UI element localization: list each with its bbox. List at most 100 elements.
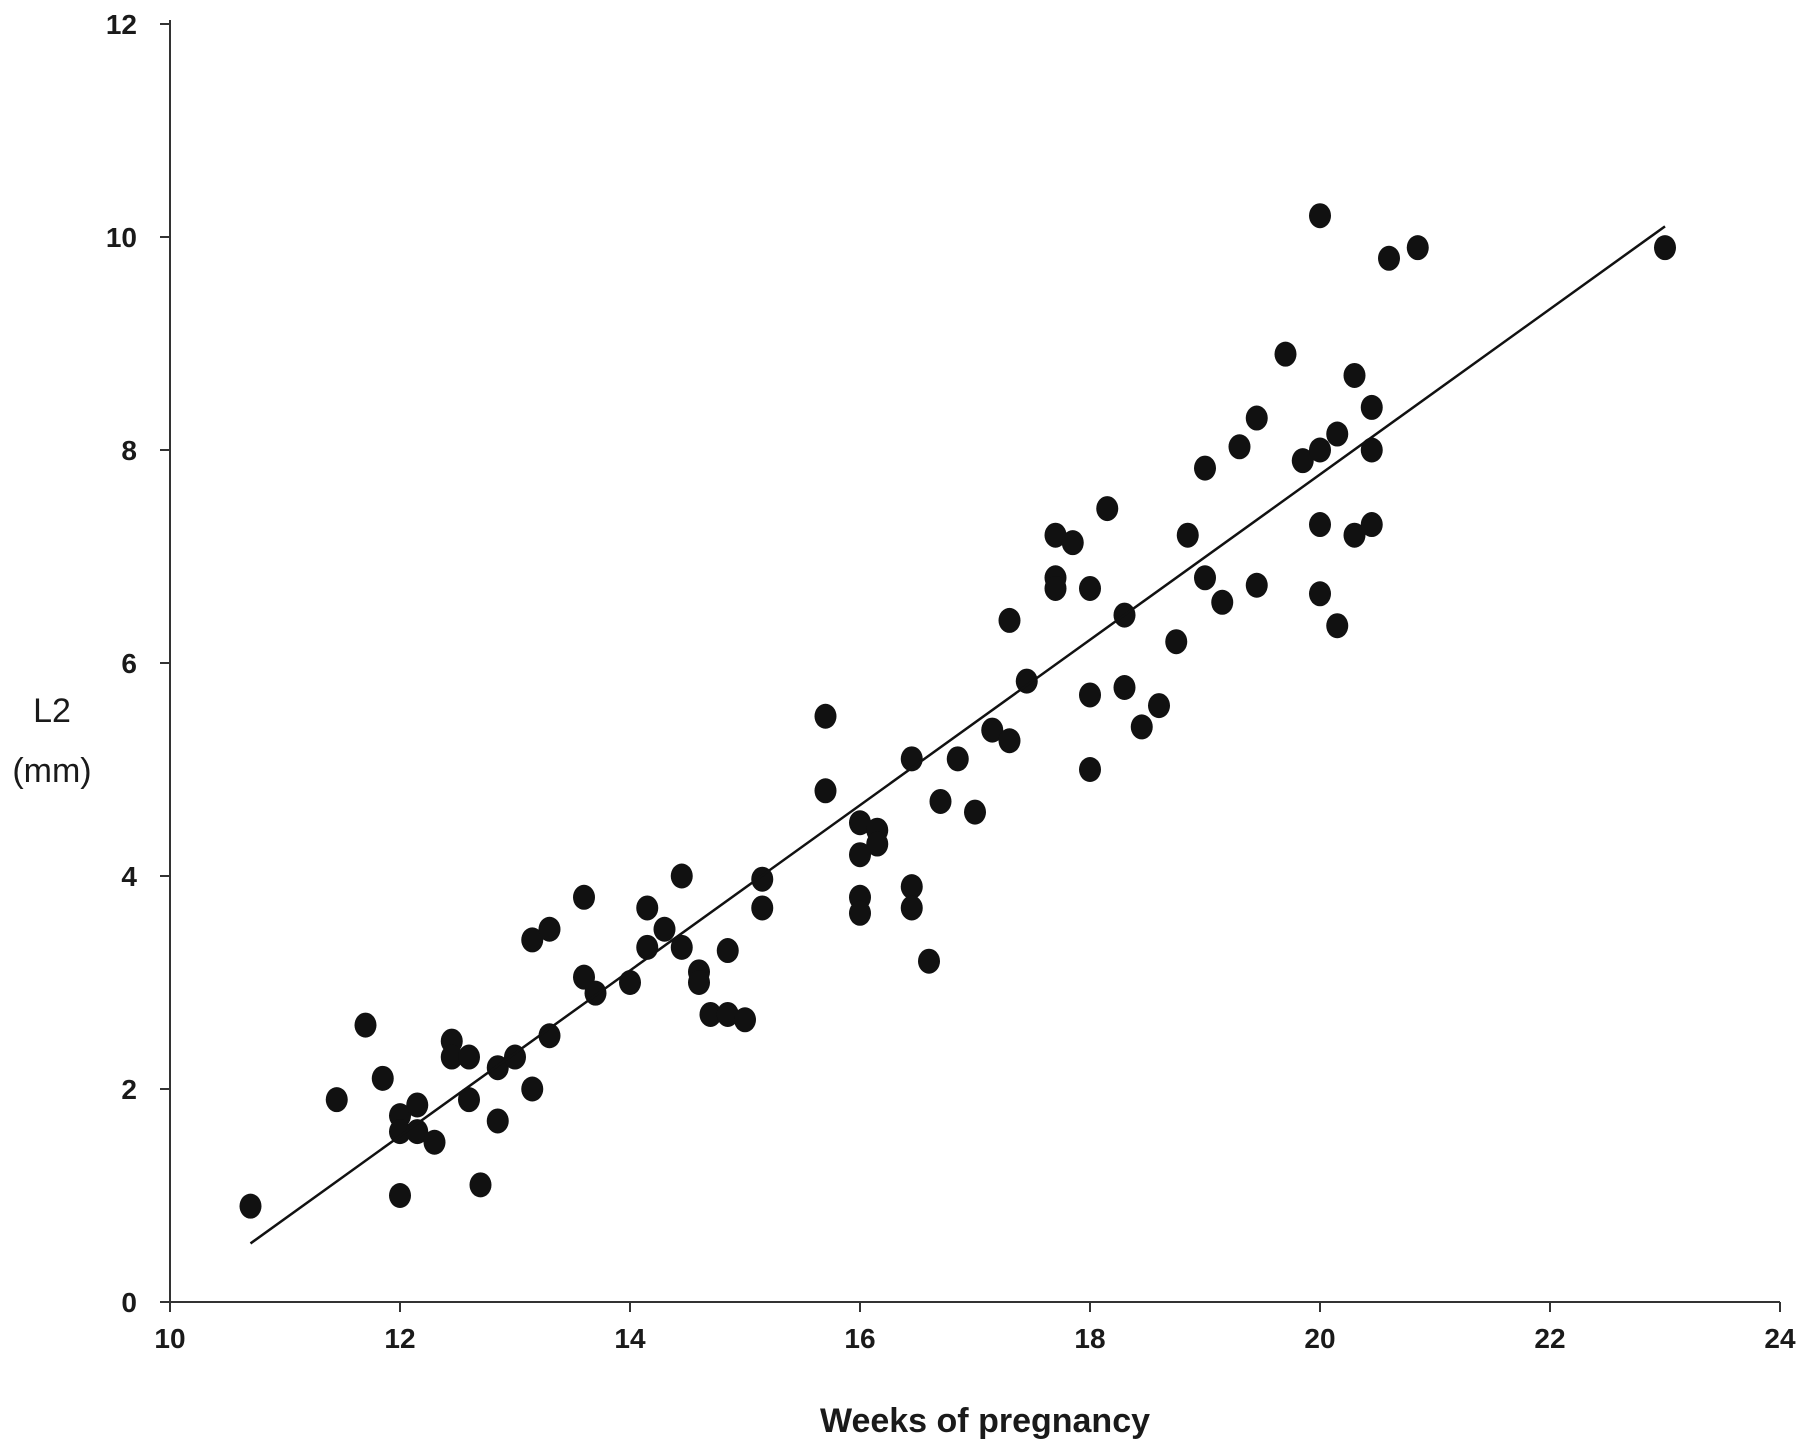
data-point <box>1309 512 1331 538</box>
y-tick-label: 10 <box>106 222 137 253</box>
data-point <box>423 1129 446 1155</box>
data-point <box>849 900 871 926</box>
data-point <box>1378 245 1400 271</box>
data-point <box>1245 405 1268 431</box>
data-point <box>458 1087 480 1113</box>
data-point <box>1079 575 1101 601</box>
data-point <box>814 778 837 804</box>
data-point <box>688 970 710 995</box>
data-point <box>849 810 871 836</box>
data-point <box>998 728 1021 754</box>
axes <box>160 20 1781 1312</box>
data-point <box>1113 674 1136 700</box>
x-tick-label: 18 <box>1074 1323 1105 1354</box>
x-tick-label: 14 <box>614 1323 646 1354</box>
data-point <box>1211 589 1234 615</box>
x-tick-label: 12 <box>384 1323 415 1354</box>
data-point <box>734 1007 756 1033</box>
x-axis-title: Weeks of pregnancy <box>820 1402 1150 1440</box>
y-tick-label: 0 <box>121 1287 137 1318</box>
x-tick-label: 20 <box>1304 1323 1335 1354</box>
data-point <box>239 1193 262 1219</box>
data-point <box>866 831 889 857</box>
data-point <box>1326 613 1349 639</box>
data-point <box>354 1012 377 1038</box>
data-point <box>814 703 837 729</box>
data-point <box>1044 575 1067 601</box>
data-point <box>521 927 544 953</box>
data-point <box>1194 455 1216 481</box>
data-point <box>469 1172 492 1198</box>
y-tick-label: 4 <box>121 861 137 892</box>
data-point <box>389 1183 411 1208</box>
data-point <box>1274 341 1297 367</box>
trend-line <box>249 225 1666 1245</box>
data-point <box>1096 496 1119 522</box>
data-points <box>239 203 1676 1219</box>
x-tick-label: 22 <box>1534 1323 1565 1354</box>
data-point <box>406 1092 429 1118</box>
data-point <box>1406 235 1429 261</box>
data-point <box>573 884 595 910</box>
data-point <box>653 916 676 942</box>
x-tick-label: 10 <box>154 1323 185 1354</box>
data-point <box>1291 448 1314 474</box>
data-point <box>981 717 1004 743</box>
data-point <box>1015 668 1038 694</box>
data-point <box>1165 629 1188 655</box>
y-axis-title: L2 <box>33 692 71 730</box>
data-point <box>1309 437 1331 463</box>
data-point <box>751 895 774 921</box>
data-point <box>1326 421 1349 447</box>
data-point <box>1245 572 1268 598</box>
data-point <box>946 746 969 772</box>
data-point <box>918 948 940 974</box>
y-tick-label: 12 <box>106 9 137 40</box>
data-point <box>670 863 693 889</box>
data-point <box>636 934 659 960</box>
data-point <box>1654 235 1676 261</box>
data-point <box>1228 434 1251 460</box>
data-point <box>1360 394 1383 420</box>
data-point <box>849 842 871 868</box>
data-point <box>998 607 1021 633</box>
data-point <box>716 1001 739 1027</box>
data-point <box>440 1044 463 1070</box>
data-point <box>389 1119 411 1145</box>
data-point <box>1360 437 1383 463</box>
data-point <box>1148 693 1170 719</box>
trendline-layer <box>249 225 1666 1245</box>
data-point <box>716 938 739 964</box>
data-point <box>636 895 659 921</box>
y-axis-title: (mm) <box>12 752 91 790</box>
data-point <box>1343 362 1366 388</box>
data-point <box>1079 682 1101 708</box>
data-point <box>325 1087 348 1113</box>
y-tick-label: 8 <box>121 435 137 466</box>
x-tick-label: 24 <box>1764 1323 1796 1354</box>
data-point <box>619 970 641 995</box>
data-point <box>1079 757 1101 782</box>
data-point <box>900 874 923 900</box>
data-point <box>538 1023 561 1049</box>
data-point <box>538 916 561 942</box>
y-tick-label: 2 <box>121 1074 137 1105</box>
data-point <box>1360 512 1383 538</box>
data-point <box>1309 581 1331 607</box>
data-point <box>521 1076 544 1102</box>
data-point <box>964 799 986 825</box>
data-point <box>371 1065 394 1091</box>
data-point <box>699 1001 722 1027</box>
data-point <box>486 1108 509 1134</box>
data-point <box>1061 530 1084 556</box>
x-tick-label: 16 <box>844 1323 875 1354</box>
data-point <box>406 1119 429 1145</box>
y-tick-label: 6 <box>121 648 137 679</box>
data-point <box>1343 522 1366 548</box>
data-point <box>1194 565 1216 591</box>
data-point <box>1176 522 1199 548</box>
data-point <box>1044 522 1067 548</box>
data-point <box>929 788 952 814</box>
